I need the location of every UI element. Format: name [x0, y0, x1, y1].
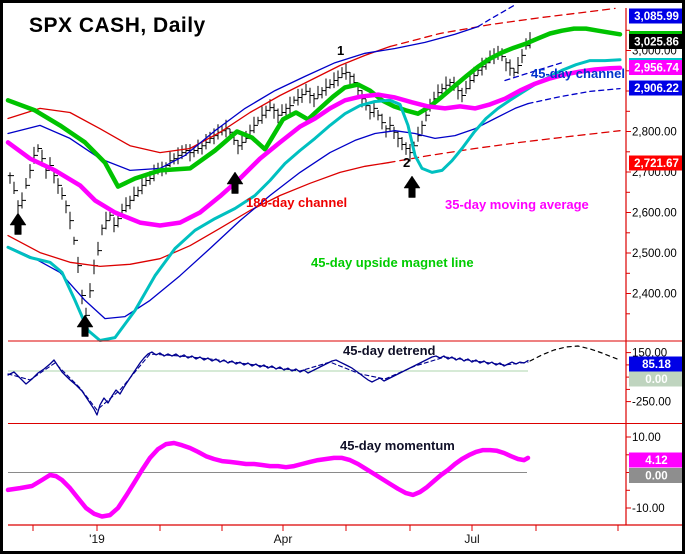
series-cyan-line	[6, 58, 622, 342]
value-box-label: 3,085.99	[634, 11, 679, 23]
series-detrend-dashed	[7, 353, 529, 411]
value-box-label: 4.12	[645, 455, 667, 467]
y-axis-label: -250.00	[632, 397, 671, 409]
x-axis-label: Apr	[274, 532, 293, 546]
series-detrend-forecast	[529, 345, 621, 362]
value-box-label: 85.18	[642, 359, 671, 371]
value-box	[629, 80, 682, 96]
annotation-channel180: 180-day channel	[246, 195, 348, 210]
value-box	[629, 371, 682, 387]
y-axis-label: 2,500.00	[632, 248, 677, 260]
y-axis-label: 2,800.00	[632, 127, 677, 139]
value-box	[629, 452, 682, 468]
page-title: SPX CASH, Daily	[29, 14, 206, 37]
series-red-channel-upper-proj	[389, 7, 616, 48]
series-detrend-solid	[7, 351, 529, 416]
series-blue-channel-lower-proj	[527, 87, 621, 105]
series-momentum	[5, 440, 531, 519]
y-axis-label: 2,600.00	[632, 208, 677, 220]
value-box-label: 2,956.74	[634, 63, 679, 75]
value-box-label: 3,025.86	[634, 37, 679, 49]
x-axis-label: Jul	[464, 532, 479, 546]
series-red-channel-upper	[7, 45, 391, 154]
value-box-label: 2,721.67	[634, 158, 679, 170]
annotation-channel45: 45-day channel	[531, 66, 625, 81]
series-red-channel-lower	[7, 162, 389, 268]
up-arrow-marker	[226, 171, 244, 194]
series-magenta-ma35	[5, 65, 623, 228]
series-blue-channel-lower	[7, 102, 529, 320]
up-arrow-marker	[403, 175, 421, 198]
line-end-strip	[629, 31, 682, 34]
series-red-channel-lower-proj	[387, 130, 621, 164]
annotation-ma35: 35-day moving average	[445, 197, 589, 212]
series-blue-channel-upper-proj	[477, 4, 515, 28]
x-axis-label: '19	[89, 532, 105, 546]
up-arrow-marker	[76, 314, 94, 337]
value-box	[629, 60, 682, 75]
up-arrow-marker	[9, 212, 27, 235]
price-bars	[7, 32, 533, 320]
annotation-marker2: 2	[403, 155, 411, 170]
line-end-strip	[629, 58, 682, 61]
y-axis-label: -10.00	[632, 503, 665, 515]
annotation-marker1: 1	[337, 43, 345, 58]
y-axis-label: 2,400.00	[632, 289, 677, 301]
value-box	[629, 356, 682, 372]
series-blue-channel-mid-proj	[504, 62, 563, 82]
value-box	[629, 155, 682, 171]
value-box-label: 0.00	[645, 374, 667, 386]
value-box-label: 2,906.22	[634, 83, 679, 95]
value-box	[629, 8, 682, 24]
value-box-label: 0.00	[645, 471, 667, 483]
y-axis-label: 10.00	[632, 432, 661, 444]
value-box	[629, 468, 682, 483]
annotation-magnet45: 45-day upside magnet line	[311, 255, 474, 270]
chart-canvas: '19 Apr Jul3,000.002,800.002,700.002,600.0…	[5, 4, 682, 546]
series-blue-channel-upper	[7, 25, 479, 172]
annotation-detrend: 45-day detrend	[343, 343, 436, 358]
value-box	[629, 34, 682, 49]
annotation-momentum: 45-day momentum	[340, 438, 455, 453]
